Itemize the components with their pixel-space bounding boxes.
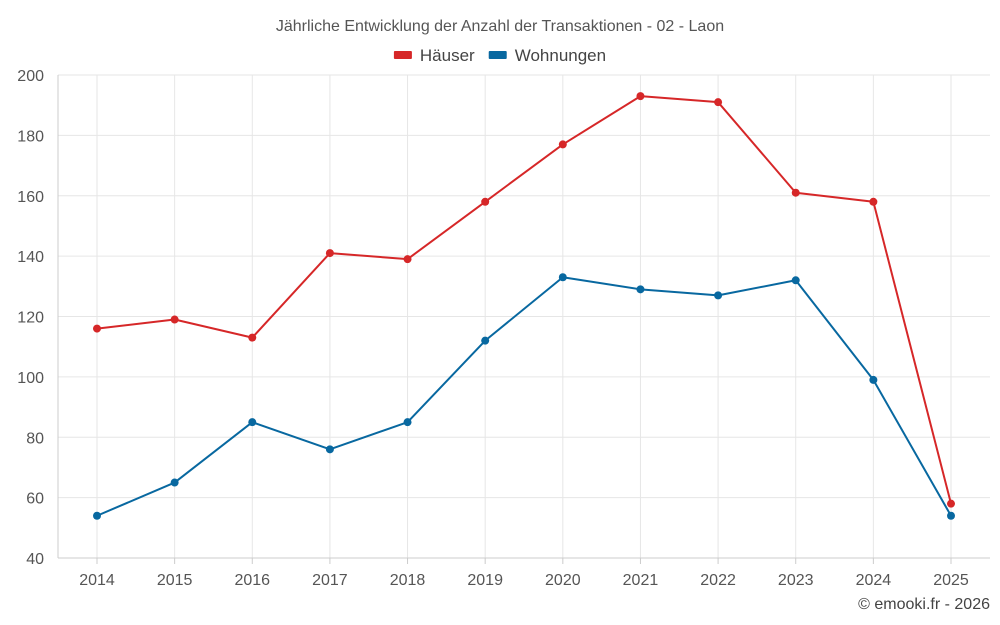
y-tick-label: 200	[17, 68, 44, 85]
x-tick-label: 2015	[157, 572, 193, 589]
x-tick-label: 2024	[856, 572, 892, 589]
data-point[interactable]	[248, 333, 257, 342]
y-tick-label: 120	[17, 310, 44, 327]
data-point[interactable]	[636, 285, 645, 294]
data-point[interactable]	[403, 255, 412, 264]
y-tick-label: 100	[17, 370, 44, 387]
legend-swatch-1[interactable]	[393, 51, 412, 59]
x-tick-label: 2021	[623, 572, 659, 589]
data-point[interactable]	[869, 197, 878, 206]
y-tick-label: 40	[26, 551, 44, 568]
series-lines	[93, 92, 955, 520]
data-point[interactable]	[170, 478, 179, 487]
x-tick-label: 2016	[234, 572, 270, 589]
data-point[interactable]	[403, 418, 412, 427]
y-tick-label: 60	[26, 491, 44, 508]
data-point[interactable]	[248, 418, 257, 427]
data-point[interactable]	[170, 315, 179, 324]
data-point[interactable]	[93, 511, 101, 520]
data-point[interactable]	[714, 98, 723, 107]
y-tick-label: 140	[17, 249, 44, 266]
y-tick-label: 180	[17, 128, 44, 145]
legend-swatch-2[interactable]	[488, 51, 507, 59]
series-line-1	[96, 95, 952, 504]
data-point[interactable]	[714, 291, 723, 300]
x-tick-label: 2018	[390, 572, 426, 589]
y-tick-label: 160	[17, 189, 44, 206]
x-tick-label: 2014	[79, 572, 115, 589]
data-point[interactable]	[93, 324, 101, 333]
x-tick-label: 2020	[545, 572, 581, 589]
x-tick-label: 2017	[312, 572, 348, 589]
legend: Häuser Wohnungen	[393, 46, 606, 65]
credit-text: © emooki.fr - 2026	[858, 596, 990, 613]
data-point[interactable]	[947, 499, 955, 508]
data-point[interactable]	[791, 276, 800, 285]
data-point[interactable]	[636, 92, 645, 101]
data-point[interactable]	[558, 273, 567, 282]
data-point[interactable]	[558, 140, 567, 149]
data-point[interactable]	[947, 511, 955, 520]
x-tick-label: 2023	[778, 572, 814, 589]
data-point[interactable]	[791, 188, 800, 197]
data-point[interactable]	[481, 197, 490, 206]
x-tick-label: 2025	[933, 572, 969, 589]
data-point[interactable]	[325, 249, 334, 258]
data-point[interactable]	[869, 375, 878, 384]
legend-label-2: Wohnungen	[515, 46, 606, 65]
data-point[interactable]	[481, 336, 490, 345]
axes: 40 60 80 100 120 140 160 180 200 2014 2015 2016 2017…	[17, 68, 990, 589]
series-line-2	[96, 276, 952, 517]
data-point[interactable]	[325, 445, 334, 454]
chart-title: Jährliche Entwicklung der Anzahl der Tra…	[276, 18, 724, 35]
grid-lines	[58, 74, 990, 559]
y-tick-label: 80	[26, 430, 44, 447]
x-tick-label: 2019	[467, 572, 503, 589]
legend-label-1: Häuser	[420, 46, 475, 65]
x-tick-label: 2022	[700, 572, 736, 589]
